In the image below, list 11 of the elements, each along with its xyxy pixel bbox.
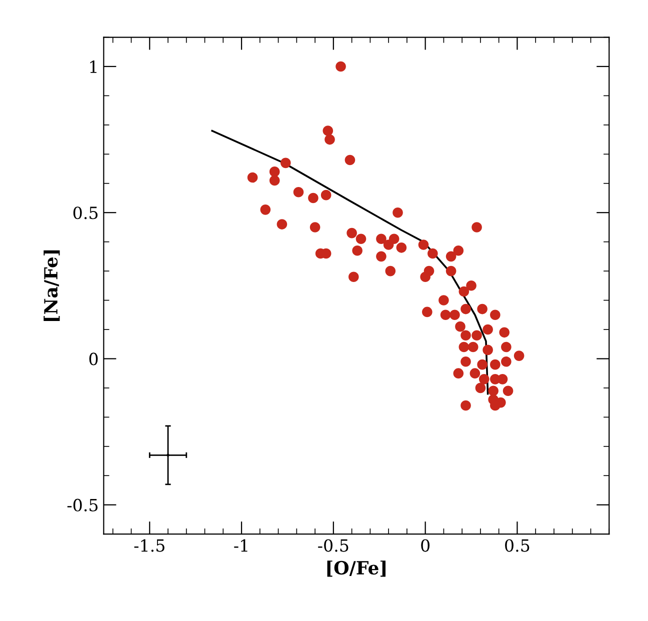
y-tick-label: 0.5 (73, 206, 98, 220)
y-tick-label: 1 (90, 60, 96, 73)
x-tick-label: -1 (234, 539, 248, 552)
y-axis-title: [Na/Fe] (44, 250, 60, 321)
x-axis-title: [O/Fe] (327, 560, 386, 577)
x-tick-label: -0.5 (318, 539, 348, 552)
y-tick-label: -0.5 (67, 498, 98, 512)
x-tick-label: 0 (421, 539, 430, 552)
x-tick-label: 0.5 (505, 539, 530, 552)
y-tick-label: 0 (89, 352, 98, 366)
x-tick-label: -1.5 (134, 539, 164, 552)
